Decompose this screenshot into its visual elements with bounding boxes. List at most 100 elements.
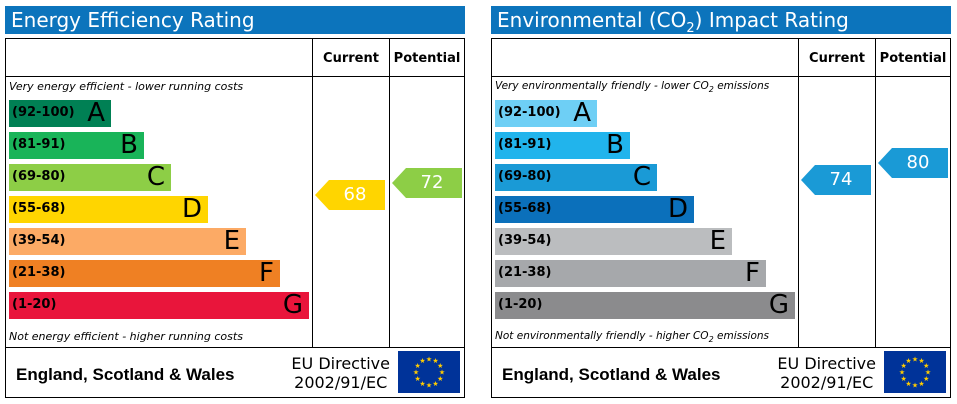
band-range: (92-100) — [12, 105, 75, 120]
eu-star-icon: ★ — [426, 382, 432, 390]
footer-directive: EU Directive 2002/91/EC — [291, 354, 390, 392]
eu-star-icon: ★ — [905, 380, 911, 388]
potential-column-header: Potential — [879, 51, 947, 66]
note-suffix: emissions — [713, 330, 770, 342]
band-c: (69-80) C — [9, 162, 171, 192]
band-letter: F — [259, 258, 274, 288]
top-note: Very energy efficient - lower running co… — [9, 80, 244, 93]
eu-star-icon: ★ — [923, 375, 929, 383]
eu-star-icon: ★ — [901, 375, 907, 383]
eu-star-icon: ★ — [426, 356, 432, 364]
directive-line-1: EU Directive — [291, 354, 390, 373]
band-f: (21-38) F — [495, 258, 766, 288]
note-subscript: 2 — [708, 85, 714, 95]
band-range: (69-80) — [498, 169, 552, 184]
top-note: Very environmentally friendly - lower CO… — [495, 80, 769, 94]
potential-column-divider — [875, 39, 876, 347]
band-letter: D — [181, 194, 202, 224]
title-subscript: 2 — [686, 21, 695, 36]
current-rating-arrow: 74 — [801, 165, 871, 195]
energy-panel-title: Energy Efficiency Rating — [5, 6, 465, 34]
current-column-header: Current — [323, 51, 379, 66]
eu-star-icon: ★ — [415, 375, 421, 383]
band-letter: B — [120, 130, 138, 160]
band-d: (55-68) D — [9, 194, 208, 224]
band-f: (21-38) F — [9, 258, 280, 288]
band-letter: E — [709, 226, 726, 256]
note-subscript: 2 — [708, 335, 714, 345]
band-range: (81-91) — [498, 137, 552, 152]
band-range: (1-20) — [498, 297, 543, 312]
band-range: (55-68) — [498, 201, 552, 216]
footer-country: England, Scotland & Wales — [502, 365, 721, 384]
eu-star-icon: ★ — [901, 362, 907, 370]
band-letter: G — [282, 290, 303, 320]
potential-column-divider — [389, 39, 390, 347]
eu-star-icon: ★ — [439, 369, 445, 377]
band-e: (39-54) E — [9, 226, 246, 256]
current-column-divider — [312, 39, 313, 347]
band-letter: B — [606, 130, 624, 160]
header-divider — [6, 76, 464, 77]
eu-star-icon: ★ — [432, 357, 438, 365]
environmental-chart-frame: Current Potential Very environmentally f… — [491, 38, 951, 398]
potential-rating-arrow: 72 — [392, 168, 462, 198]
current-column-divider — [798, 39, 799, 347]
band-range: (39-54) — [12, 233, 66, 248]
eu-star-icon: ★ — [432, 380, 438, 388]
band-letter: A — [87, 98, 105, 128]
eu-star-icon: ★ — [437, 362, 443, 370]
note-suffix: emissions — [713, 80, 770, 92]
directive-line-1: EU Directive — [777, 354, 876, 373]
directive-line-2: 2002/91/EC — [780, 373, 874, 392]
band-a: (92-100) A — [495, 98, 597, 128]
band-range: (81-91) — [12, 137, 66, 152]
title-suffix: ) Impact Rating — [694, 8, 849, 32]
note-prefix: Very environmentally friendly - lower CO — [495, 80, 709, 92]
band-letter: G — [768, 290, 789, 320]
footer-divider — [6, 347, 464, 348]
band-range: (92-100) — [498, 105, 561, 120]
band-letter: A — [573, 98, 591, 128]
eu-star-icon: ★ — [918, 357, 924, 365]
eu-star-icon: ★ — [912, 356, 918, 364]
eu-star-icon: ★ — [413, 369, 419, 377]
band-letter: C — [632, 162, 651, 192]
bottom-note: Not environmentally friendly - higher CO… — [495, 330, 769, 344]
eu-flag-icon: ★ ★ ★ ★ ★ ★ ★ ★ ★ ★ ★ ★ — [398, 351, 460, 393]
eu-star-icon: ★ — [419, 380, 425, 388]
footer-directive: EU Directive 2002/91/EC — [777, 354, 876, 392]
eu-star-icon: ★ — [905, 357, 911, 365]
eu-star-icon: ★ — [415, 362, 421, 370]
energy-chart-frame: Current Potential Very energy efficient … — [5, 38, 465, 398]
band-range: (21-38) — [12, 265, 66, 280]
potential-column-header: Potential — [393, 51, 461, 66]
band-e: (39-54) E — [495, 226, 732, 256]
header-divider — [492, 76, 950, 77]
potential-rating-arrow: 80 — [878, 148, 948, 178]
band-range: (69-80) — [12, 169, 66, 184]
footer-country: England, Scotland & Wales — [16, 365, 235, 384]
band-g: (1-20) G — [9, 290, 309, 320]
eu-flag-icon: ★ ★ ★ ★ ★ ★ ★ ★ ★ ★ ★ ★ — [884, 351, 946, 393]
band-c: (69-80) C — [495, 162, 657, 192]
band-a: (92-100) A — [9, 98, 111, 128]
current-rating-arrow: 68 — [315, 180, 385, 210]
band-b: (81-91) B — [495, 130, 630, 160]
current-column-header: Current — [809, 51, 865, 66]
band-letter: D — [667, 194, 688, 224]
environmental-impact-panel: Environmental (CO2) Impact Rating Curren… — [491, 6, 951, 398]
energy-efficiency-panel: Energy Efficiency Rating Current Potenti… — [5, 6, 465, 398]
bottom-note: Not energy efficient - higher running co… — [9, 330, 243, 343]
eu-star-icon: ★ — [912, 382, 918, 390]
eu-star-icon: ★ — [419, 357, 425, 365]
environmental-panel-title: Environmental (CO2) Impact Rating — [491, 6, 951, 36]
eu-star-icon: ★ — [925, 369, 931, 377]
footer-divider — [492, 347, 950, 348]
eu-star-icon: ★ — [918, 380, 924, 388]
eu-star-icon: ★ — [923, 362, 929, 370]
band-g: (1-20) G — [495, 290, 795, 320]
band-range: (55-68) — [12, 201, 66, 216]
band-letter: E — [223, 226, 240, 256]
note-prefix: Not environmentally friendly - higher CO — [495, 330, 709, 342]
